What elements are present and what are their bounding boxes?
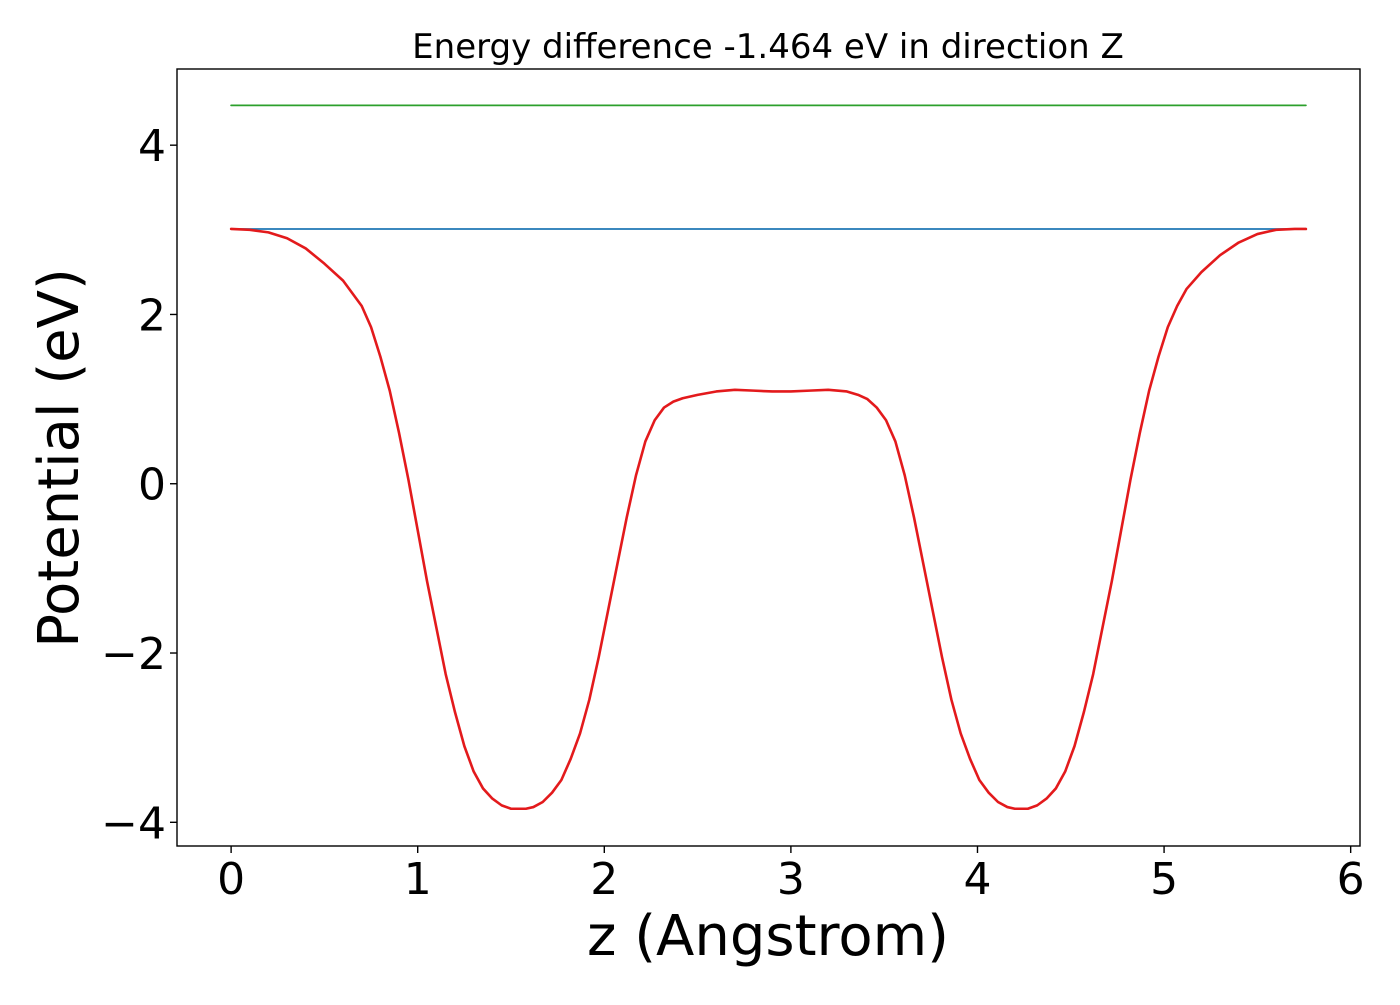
x-tick-label: 6 [1337, 854, 1365, 905]
chart-title: Energy difference -1.464 eV in direction… [412, 27, 1124, 67]
x-axis: 0 1 2 3 4 5 6 [217, 846, 1365, 905]
series-layer [229, 104, 1308, 811]
x-tick-label: 3 [777, 854, 805, 905]
x-tick-label: 1 [404, 854, 432, 905]
x-tick-label: 2 [590, 854, 618, 905]
y-axis-title: Potential (eV) [27, 268, 92, 648]
y-tick-label: −4 [101, 798, 166, 849]
plot-area-frame [176, 68, 1361, 847]
x-tick-label: 5 [1150, 854, 1178, 905]
x-tick-label: 0 [217, 854, 245, 905]
y-tick-label: −2 [101, 629, 166, 680]
y-tick-label: 2 [138, 290, 166, 341]
x-axis-title: z (Angstrom) [587, 904, 949, 969]
x-tick-label: 4 [963, 854, 991, 905]
y-tick-label: 4 [138, 121, 166, 172]
y-axis: −4 −2 0 2 4 [101, 121, 177, 849]
series-line-3 [229, 227, 1308, 811]
y-tick-label: 0 [138, 460, 166, 511]
